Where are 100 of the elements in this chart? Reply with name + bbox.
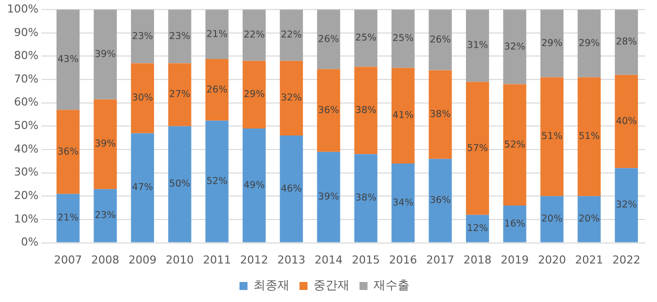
bar — [354, 10, 378, 67]
bar — [205, 120, 228, 242]
data-label: 50% — [169, 178, 190, 190]
bar — [130, 63, 154, 134]
data-label: 23% — [132, 30, 154, 42]
y-tick-label: 10% — [14, 212, 38, 226]
y-tick-label: 30% — [14, 166, 38, 179]
bar — [94, 10, 117, 100]
bar — [428, 70, 452, 159]
y-tick-label: 80% — [14, 49, 38, 62]
data-label: 29% — [578, 38, 600, 49]
data-label: 26% — [318, 34, 340, 45]
data-label: 41% — [392, 110, 414, 122]
bar — [317, 152, 340, 242]
data-label: 12% — [466, 223, 488, 234]
legend-label: 중간재 — [314, 278, 350, 292]
data-label: 34% — [392, 197, 414, 208]
bar — [354, 154, 378, 242]
x-tick-label: 2021 — [575, 253, 604, 266]
data-label: 32% — [616, 200, 637, 211]
bar — [578, 10, 601, 78]
bar — [317, 69, 340, 152]
bar — [503, 84, 526, 206]
x-tick-label: 2011 — [202, 253, 231, 266]
data-label: 31% — [466, 40, 488, 52]
x-tick-label: 2018 — [464, 253, 492, 266]
data-label: 39% — [318, 192, 340, 203]
x-tick-label: 2019 — [500, 253, 529, 266]
data-label: 52% — [504, 139, 526, 150]
bar — [168, 10, 192, 64]
bar — [614, 74, 638, 168]
bar — [56, 10, 80, 110]
bar — [280, 10, 303, 61]
data-label: 39% — [94, 48, 116, 60]
data-label: 23% — [169, 30, 190, 42]
x-tick-label: 2010 — [166, 253, 194, 266]
x-tick-label: 2007 — [54, 253, 82, 266]
bar — [503, 205, 526, 242]
bar — [428, 158, 452, 242]
data-label: 51% — [541, 131, 563, 142]
y-tick-label: 100% — [6, 2, 38, 16]
data-label: 20% — [578, 214, 600, 225]
data-label: 16% — [504, 218, 526, 230]
bar — [205, 59, 228, 121]
bar — [392, 10, 415, 68]
bar — [392, 164, 415, 242]
bar — [168, 126, 192, 242]
bar — [94, 189, 117, 242]
data-label: 30% — [132, 92, 154, 104]
x-tick-label: 2013 — [277, 253, 306, 266]
data-label: 20% — [541, 214, 563, 225]
bar — [130, 133, 154, 242]
bar — [614, 10, 638, 75]
x-tick-label: 2015 — [352, 253, 380, 266]
data-label: 22% — [280, 30, 302, 41]
data-label: 36% — [57, 146, 79, 158]
bar — [168, 63, 192, 126]
legend-label: 최종재 — [254, 278, 290, 292]
data-label: 22% — [244, 30, 265, 41]
bar — [242, 60, 266, 129]
data-label: 38% — [355, 192, 376, 204]
y-tick-label: 20% — [14, 189, 38, 202]
x-tick-label: 2017 — [426, 253, 454, 266]
legend-label: 재수출 — [374, 278, 410, 292]
bar — [392, 68, 415, 164]
data-label: 49% — [244, 180, 265, 191]
bar — [205, 10, 228, 60]
bar — [578, 77, 601, 196]
x-tick-label: 2016 — [389, 253, 418, 266]
bar — [56, 110, 80, 194]
y-tick-label: 50% — [14, 119, 38, 132]
data-label: 52% — [206, 176, 228, 187]
x-tick-label: 2020 — [538, 253, 566, 266]
x-tick-label: 2014 — [314, 253, 343, 266]
x-tick-label: 2012 — [240, 253, 268, 266]
data-label: 32% — [280, 92, 302, 104]
bar — [503, 10, 526, 84]
data-label: 26% — [430, 34, 451, 46]
bar — [354, 66, 378, 154]
bar — [578, 196, 601, 242]
data-label: 46% — [280, 183, 302, 194]
bar — [614, 168, 638, 242]
bar — [130, 10, 154, 64]
data-label: 38% — [355, 104, 376, 116]
x-tick-label: 2008 — [91, 253, 120, 266]
data-label: 29% — [541, 38, 563, 49]
bar — [280, 60, 303, 136]
bar — [242, 128, 266, 242]
data-label: 32% — [504, 41, 526, 52]
data-label: 36% — [430, 195, 451, 206]
data-label: 40% — [616, 116, 637, 128]
y-tick-label: 90% — [14, 26, 38, 39]
data-label: 29% — [244, 89, 265, 100]
data-label: 21% — [206, 28, 228, 40]
x-tick-label: 2022 — [612, 253, 640, 266]
data-label: 21% — [57, 212, 79, 224]
bar — [540, 196, 564, 242]
data-label: 39% — [94, 138, 116, 150]
data-label: 26% — [206, 84, 228, 96]
bar — [317, 10, 340, 70]
